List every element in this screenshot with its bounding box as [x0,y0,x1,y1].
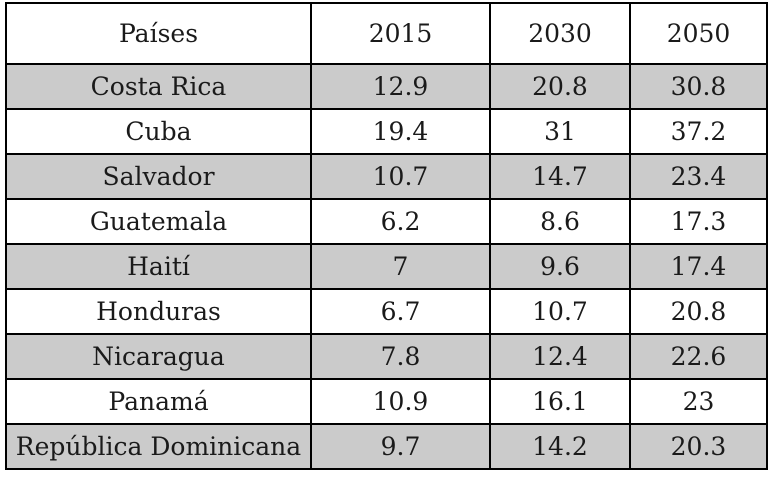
table-row: Nicaragua 7.8 12.4 22.6 [5,333,768,380]
value-2015-cell: 6.7 [310,288,491,335]
table-row: Honduras 6.7 10.7 20.8 [5,288,768,335]
value-2050-cell: 17.3 [629,198,768,245]
value-2015-cell: 19.4 [310,108,491,155]
column-header-2050: 2050 [629,2,768,65]
value-2030-cell: 8.6 [489,198,631,245]
value-2030-cell: 16.1 [489,378,631,425]
value-2015-cell: 12.9 [310,63,491,110]
value-2030-cell: 12.4 [489,333,631,380]
country-cell: Panamá [5,378,312,425]
country-cell: Cuba [5,108,312,155]
table-row: Salvador 10.7 14.7 23.4 [5,153,768,200]
value-2015-cell: 9.7 [310,423,491,470]
table-row: Haití 7 9.6 17.4 [5,243,768,290]
country-cell: Costa Rica [5,63,312,110]
country-cell: Guatemala [5,198,312,245]
table-row: Cuba 19.4 31 37.2 [5,108,768,155]
value-2015-cell: 10.9 [310,378,491,425]
table-row: Guatemala 6.2 8.6 17.3 [5,198,768,245]
value-2030-cell: 20.8 [489,63,631,110]
value-2050-cell: 30.8 [629,63,768,110]
column-header-2030: 2030 [489,2,631,65]
value-2030-cell: 31 [489,108,631,155]
population-table: Países 2015 2030 2050 Costa Rica 12.9 20… [5,2,768,470]
value-2015-cell: 7.8 [310,333,491,380]
value-2050-cell: 17.4 [629,243,768,290]
country-cell: Honduras [5,288,312,335]
table-row: Panamá 10.9 16.1 23 [5,378,768,425]
country-cell: Haití [5,243,312,290]
value-2050-cell: 23.4 [629,153,768,200]
value-2030-cell: 14.7 [489,153,631,200]
value-2015-cell: 7 [310,243,491,290]
table-row: República Dominicana 9.7 14.2 20.3 [5,423,768,470]
value-2030-cell: 9.6 [489,243,631,290]
table-header-row: Países 2015 2030 2050 [5,2,768,65]
value-2015-cell: 6.2 [310,198,491,245]
value-2030-cell: 14.2 [489,423,631,470]
value-2050-cell: 23 [629,378,768,425]
column-header-country: Países [5,2,312,65]
value-2030-cell: 10.7 [489,288,631,335]
country-cell: Salvador [5,153,312,200]
country-cell: República Dominicana [5,423,312,470]
value-2050-cell: 20.8 [629,288,768,335]
value-2015-cell: 10.7 [310,153,491,200]
column-header-2015: 2015 [310,2,491,65]
value-2050-cell: 37.2 [629,108,768,155]
country-cell: Nicaragua [5,333,312,380]
value-2050-cell: 22.6 [629,333,768,380]
value-2050-cell: 20.3 [629,423,768,470]
table-row: Costa Rica 12.9 20.8 30.8 [5,63,768,110]
